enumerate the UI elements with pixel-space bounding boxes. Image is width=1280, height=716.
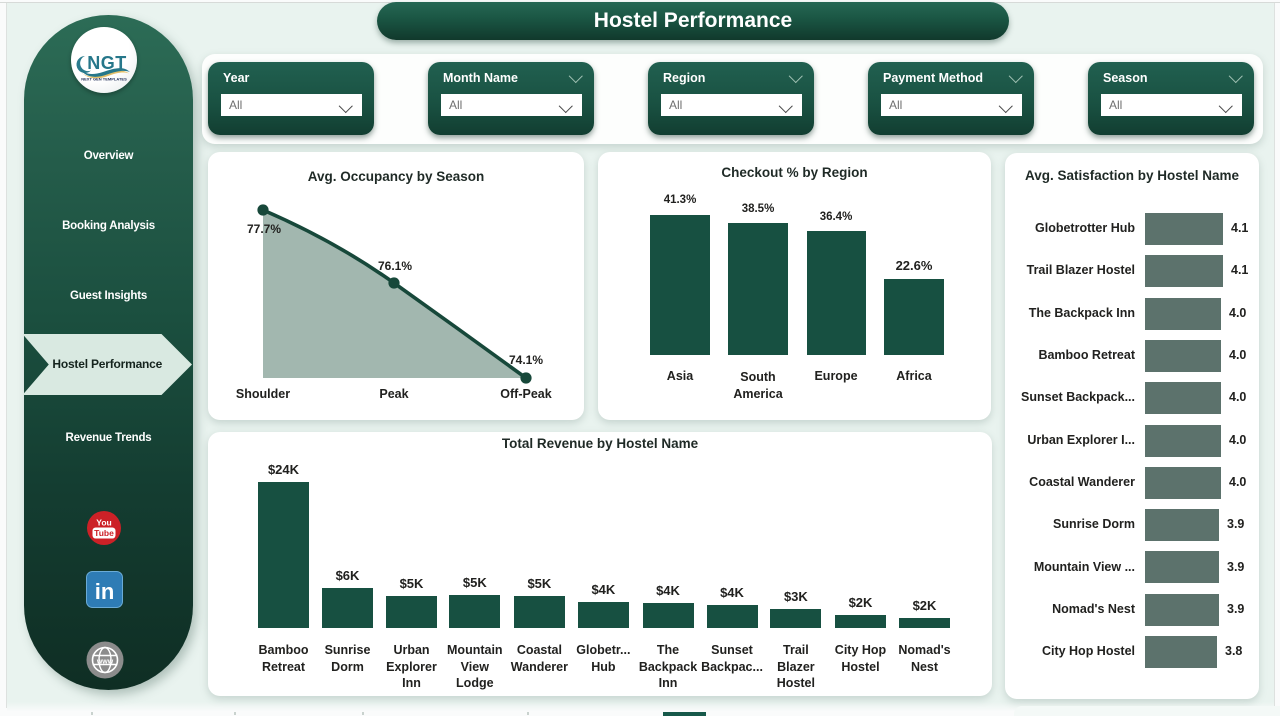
svg-text:NEXT GEN TEMPLATES: NEXT GEN TEMPLATES xyxy=(81,77,127,82)
svg-text:You: You xyxy=(96,518,111,528)
svg-text:www: www xyxy=(96,659,114,666)
svg-text:in: in xyxy=(95,579,115,604)
svg-text:Tube: Tube xyxy=(94,528,114,538)
svg-text:NGT: NGT xyxy=(87,53,127,73)
